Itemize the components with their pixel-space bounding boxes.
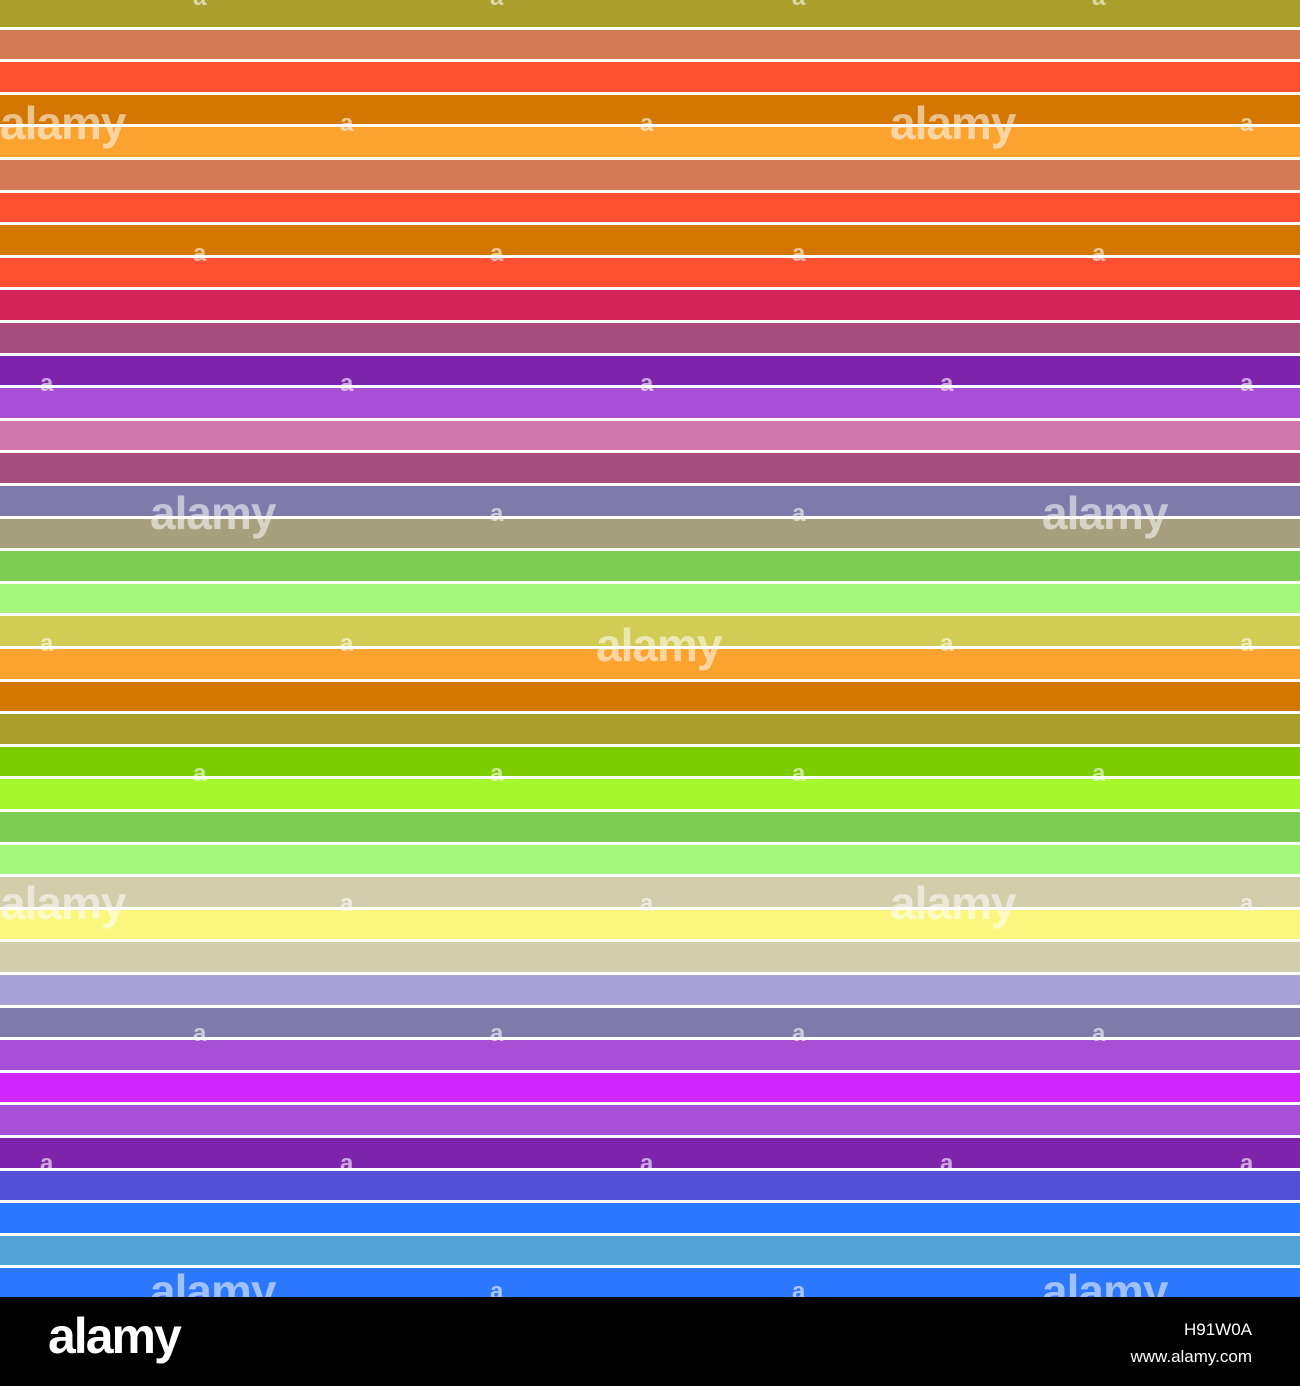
stripe — [0, 975, 1300, 1005]
stripe — [0, 323, 1300, 353]
stripe — [0, 62, 1300, 92]
stripe — [0, 160, 1300, 190]
stripe — [0, 910, 1300, 939]
stripe-pattern — [0, 0, 1300, 1297]
image-id: H91W0A — [1183, 1320, 1252, 1339]
stripe — [0, 779, 1300, 809]
stripe — [0, 127, 1300, 157]
stripe — [0, 1008, 1300, 1037]
stripe — [0, 551, 1300, 581]
stripe — [0, 388, 1300, 418]
stripe — [0, 1171, 1300, 1200]
stripe — [0, 1236, 1300, 1265]
alamy-logo: alamy — [48, 1308, 182, 1364]
stripe — [0, 845, 1300, 874]
stripe — [0, 1105, 1300, 1135]
stripe — [0, 1138, 1300, 1168]
stripe — [0, 714, 1300, 744]
stripe — [0, 584, 1300, 613]
stripe — [0, 1073, 1300, 1102]
stripe — [0, 682, 1300, 711]
stripe — [0, 225, 1300, 255]
footer-bar: alamy H91W0A www.alamy.com — [0, 1297, 1300, 1386]
stripe — [0, 616, 1300, 646]
site-url: www.alamy.com — [1130, 1347, 1252, 1366]
stripe — [0, 193, 1300, 222]
stripe — [0, 942, 1300, 972]
stripe — [0, 486, 1300, 516]
stripe — [0, 0, 1300, 27]
stripe — [0, 1268, 1300, 1297]
stripe — [0, 258, 1300, 287]
stripe — [0, 519, 1300, 548]
stripe — [0, 877, 1300, 907]
stripe — [0, 95, 1300, 124]
stripe — [0, 356, 1300, 385]
stripe — [0, 421, 1300, 450]
stripe — [0, 747, 1300, 776]
stripe — [0, 453, 1300, 483]
stripe — [0, 1040, 1300, 1070]
stripe — [0, 290, 1300, 320]
stripe — [0, 649, 1300, 679]
stripe — [0, 1203, 1300, 1233]
stripe — [0, 812, 1300, 842]
stripe — [0, 30, 1300, 59]
